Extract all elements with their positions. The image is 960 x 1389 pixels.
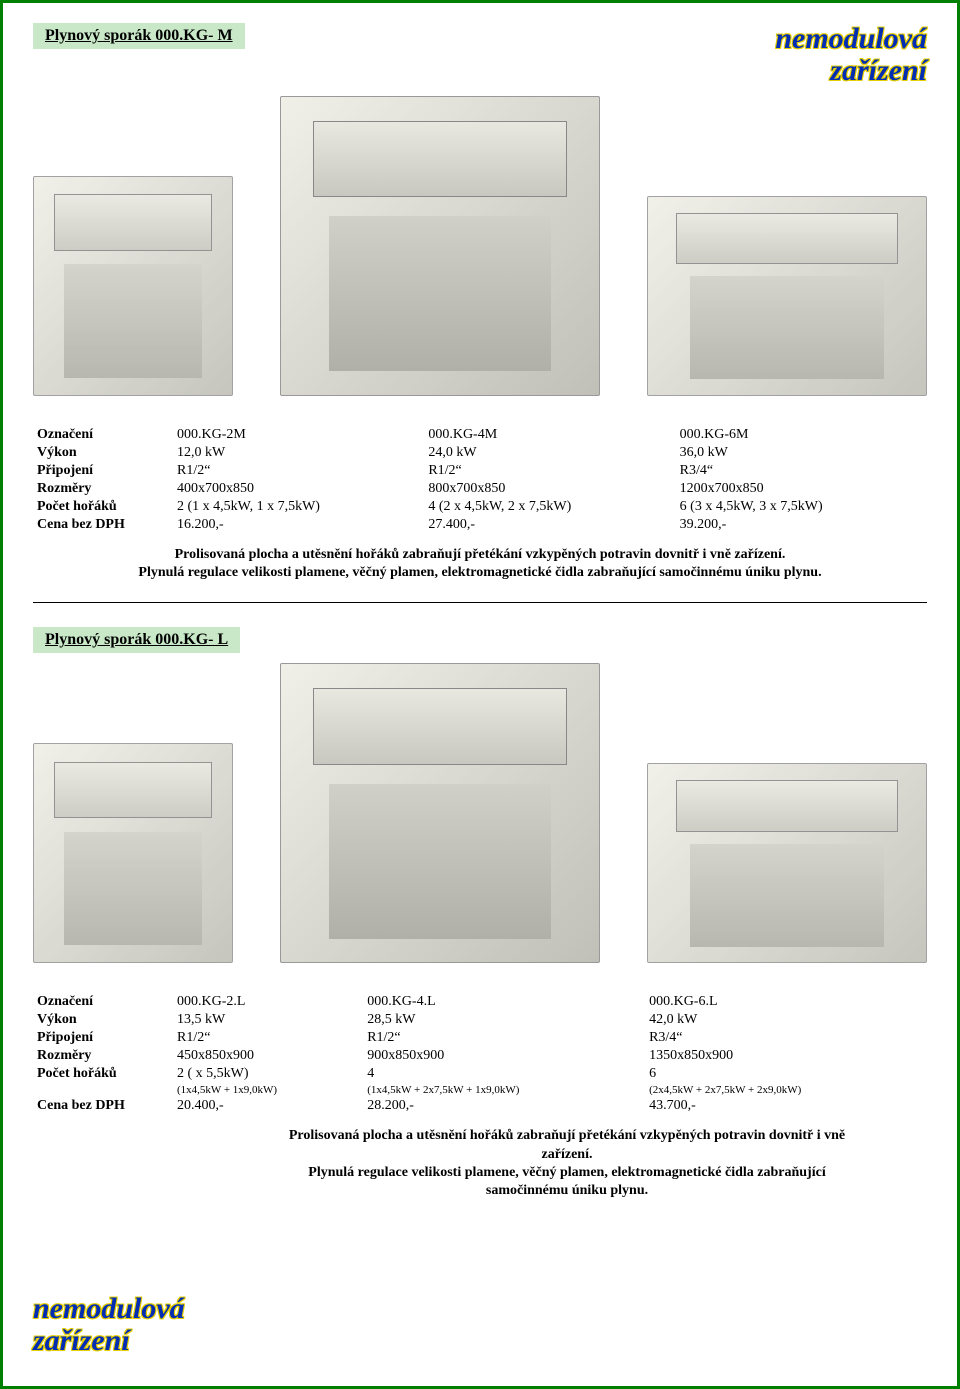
cell: 000.KG-2M xyxy=(173,426,424,444)
table-row: Výkon 13,5 kW 28,5 kW 42,0 kW xyxy=(33,1011,927,1029)
row-label: Připojení xyxy=(33,1029,173,1047)
table-row: Počet hořáků 2 (1 x 4,5kW, 1 x 7,5kW) 4 … xyxy=(33,498,927,516)
cell: 450x850x900 xyxy=(173,1047,363,1065)
cell: 000.KG-6.L xyxy=(645,993,927,1011)
row-label: Připojení xyxy=(33,462,173,480)
section1-images xyxy=(33,96,927,396)
section2-images xyxy=(33,663,927,963)
cell: 6 (3 x 4,5kW, 3 x 7,5kW) xyxy=(676,498,927,516)
section1-title: Plynový sporák 000.KG- M xyxy=(33,23,245,49)
cell: 2 (1 x 4,5kW, 1 x 7,5kW) xyxy=(173,498,424,516)
row-label: Označení xyxy=(33,993,173,1011)
cell: 24,0 kW xyxy=(424,444,675,462)
table-row: Cena bez DPH 16.200,- 27.400,- 39.200,- xyxy=(33,516,927,534)
row-label: Počet hořáků xyxy=(33,498,173,516)
stove-image-6l xyxy=(647,763,927,963)
brand-line1: nemodulová xyxy=(775,23,927,55)
table-row: Rozměry 450x850x900 900x850x900 1350x850… xyxy=(33,1047,927,1065)
brand-line2: zařízení xyxy=(775,55,927,87)
stove-image-4m xyxy=(280,96,600,396)
cell: R1/2“ xyxy=(173,462,424,480)
cell: 2 ( x 5,5kW) xyxy=(173,1065,363,1083)
cell: 000.KG-4M xyxy=(424,426,675,444)
cell: R3/4“ xyxy=(676,462,927,480)
brand-line2: zařízení xyxy=(33,1325,185,1357)
cell: 6 xyxy=(645,1065,927,1083)
cell: 43.700,- xyxy=(645,1097,927,1115)
desc-line2: Plynulá regulace velikosti plamene, věčn… xyxy=(70,564,890,582)
row-label: Rozměry xyxy=(33,480,173,498)
cell: 1200x700x850 xyxy=(676,480,927,498)
cell: 28,5 kW xyxy=(363,1011,645,1029)
cell: 400x700x850 xyxy=(173,480,424,498)
cell: 1350x850x900 xyxy=(645,1047,927,1065)
desc-line1: Prolisovaná plocha a utěsnění hořáků zab… xyxy=(267,1127,867,1163)
cell: R1/2“ xyxy=(424,462,675,480)
table-row: Připojení R1/2“ R1/2“ R3/4“ xyxy=(33,462,927,480)
row-label: Označení xyxy=(33,426,173,444)
section2-description: Prolisovaná plocha a utěsnění hořáků zab… xyxy=(267,1127,867,1200)
stove-image-2m xyxy=(33,176,233,396)
row-label: Cena bez DPH xyxy=(33,1097,173,1115)
page-frame: Plynový sporák 000.KG- M nemodulová zaří… xyxy=(0,0,960,1389)
section2-title: Plynový sporák 000.KG- L xyxy=(33,627,240,653)
row-label: Rozměry xyxy=(33,1047,173,1065)
cell: R3/4“ xyxy=(645,1029,927,1047)
table-row: Připojení R1/2“ R1/2“ R3/4“ xyxy=(33,1029,927,1047)
cell: R1/2“ xyxy=(173,1029,363,1047)
cell: 4 (2 x 4,5kW, 2 x 7,5kW) xyxy=(424,498,675,516)
table-row: Označení 000.KG-2M 000.KG-4M 000.KG-6M xyxy=(33,426,927,444)
cell-sub: (1x4,5kW + 1x9,0kW) xyxy=(173,1083,363,1097)
separator xyxy=(33,602,927,603)
cell: 16.200,- xyxy=(173,516,424,534)
cell: 28.200,- xyxy=(363,1097,645,1115)
cell: 4 xyxy=(363,1065,645,1083)
stove-image-6m xyxy=(647,196,927,396)
desc-line1: Prolisovaná plocha a utěsnění hořáků zab… xyxy=(70,546,890,564)
stove-image-4l xyxy=(280,663,600,963)
cell: 42,0 kW xyxy=(645,1011,927,1029)
cell: 000.KG-4.L xyxy=(363,993,645,1011)
row-label-empty xyxy=(33,1083,173,1097)
section1-spec-table: Označení 000.KG-2M 000.KG-4M 000.KG-6M V… xyxy=(33,426,927,534)
cell-sub: (1x4,5kW + 2x7,5kW + 1x9,0kW) xyxy=(363,1083,645,1097)
brand-line1: nemodulová xyxy=(33,1293,185,1325)
cell: R1/2“ xyxy=(363,1029,645,1047)
section1-description: Prolisovaná plocha a utěsnění hořáků zab… xyxy=(70,546,890,582)
cell: 000.KG-2.L xyxy=(173,993,363,1011)
cell: 27.400,- xyxy=(424,516,675,534)
stove-image-2l xyxy=(33,743,233,963)
table-row: Cena bez DPH 20.400,- 28.200,- 43.700,- xyxy=(33,1097,927,1115)
table-row: (1x4,5kW + 1x9,0kW) (1x4,5kW + 2x7,5kW +… xyxy=(33,1083,927,1097)
table-row: Rozměry 400x700x850 800x700x850 1200x700… xyxy=(33,480,927,498)
row-label: Cena bez DPH xyxy=(33,516,173,534)
cell: 39.200,- xyxy=(676,516,927,534)
cell: 13,5 kW xyxy=(173,1011,363,1029)
brand-wordart-top: nemodulová zařízení xyxy=(775,23,927,86)
cell: 36,0 kW xyxy=(676,444,927,462)
cell: 800x700x850 xyxy=(424,480,675,498)
table-row: Označení 000.KG-2.L 000.KG-4.L 000.KG-6.… xyxy=(33,993,927,1011)
cell-sub: (2x4,5kW + 2x7,5kW + 2x9,0kW) xyxy=(645,1083,927,1097)
row-label: Výkon xyxy=(33,1011,173,1029)
cell: 12,0 kW xyxy=(173,444,424,462)
cell: 20.400,- xyxy=(173,1097,363,1115)
brand-wordart-bottom: nemodulová zařízení xyxy=(33,1293,185,1356)
section2-spec-table: Označení 000.KG-2.L 000.KG-4.L 000.KG-6.… xyxy=(33,993,927,1115)
cell: 000.KG-6M xyxy=(676,426,927,444)
table-row: Výkon 12,0 kW 24,0 kW 36,0 kW xyxy=(33,444,927,462)
table-row: Počet hořáků 2 ( x 5,5kW) 4 6 xyxy=(33,1065,927,1083)
cell: 900x850x900 xyxy=(363,1047,645,1065)
row-label: Počet hořáků xyxy=(33,1065,173,1083)
section1-header: Plynový sporák 000.KG- M nemodulová zaří… xyxy=(33,23,927,86)
row-label: Výkon xyxy=(33,444,173,462)
desc-line2: Plynulá regulace velikosti plamene, věčn… xyxy=(267,1164,867,1200)
